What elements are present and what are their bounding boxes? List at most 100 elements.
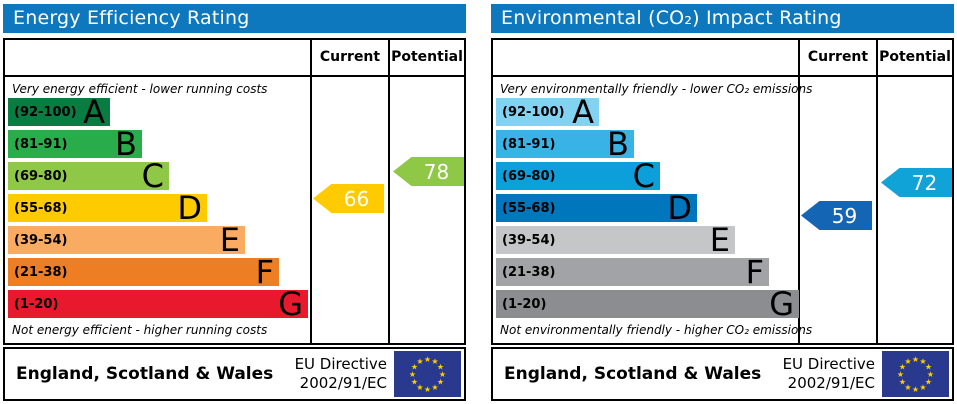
svg-text:★: ★ bbox=[437, 363, 444, 372]
band-letter: A bbox=[572, 93, 594, 131]
svg-text:★: ★ bbox=[411, 378, 418, 387]
band-letter: D bbox=[667, 189, 692, 227]
eu-flag-icon: ★ ★★ ★★★ ★★★ ★★★ bbox=[394, 351, 461, 397]
band-c: (69-80) C bbox=[496, 157, 660, 195]
band-letter: D bbox=[177, 189, 202, 227]
band-range: (21-38) bbox=[502, 264, 556, 280]
band-range: (69-80) bbox=[502, 168, 556, 184]
band-b: (81-91) B bbox=[8, 125, 142, 163]
band-letter: E bbox=[219, 221, 240, 259]
band-letter: F bbox=[745, 253, 764, 291]
svg-text:★: ★ bbox=[899, 363, 906, 372]
band-c: (69-80) C bbox=[8, 157, 169, 195]
region-label: England, Scotland & Wales bbox=[16, 364, 274, 384]
band-d: (55-68) D bbox=[496, 189, 697, 227]
svg-text:★: ★ bbox=[925, 363, 932, 372]
svg-text:★: ★ bbox=[919, 383, 926, 392]
region-label: England, Scotland & Wales bbox=[504, 364, 762, 384]
band-range: (81-91) bbox=[502, 136, 556, 152]
svg-text:★: ★ bbox=[431, 383, 438, 392]
panel-title: Energy Efficiency Rating bbox=[3, 4, 466, 33]
current-column-header: Current bbox=[807, 49, 869, 65]
svg-text:★: ★ bbox=[912, 385, 919, 394]
eu-directive-label: EU Directive 2002/91/EC bbox=[295, 355, 394, 393]
band-b: (81-91) B bbox=[496, 125, 634, 163]
energy-efficiency-panel: Energy Efficiency Rating Current Potenti… bbox=[3, 4, 466, 401]
band-letter: C bbox=[141, 157, 164, 195]
panel-title: Environmental (CO₂) Impact Rating bbox=[491, 4, 954, 33]
svg-text:★: ★ bbox=[912, 355, 919, 364]
band-letter: G bbox=[769, 285, 794, 323]
rating-bands: (92-100) A (81-91) B (69-80) C (55-68) D… bbox=[496, 93, 799, 323]
band-range: (92-100) bbox=[14, 104, 77, 120]
svg-text:★: ★ bbox=[904, 357, 911, 366]
band-range: (92-100) bbox=[502, 104, 565, 120]
potential-rating-arrow: 78 bbox=[393, 157, 464, 186]
column-divider bbox=[388, 40, 390, 343]
band-letter: B bbox=[115, 125, 137, 163]
svg-text:★: ★ bbox=[416, 383, 423, 392]
current-column-header: Current bbox=[319, 49, 381, 65]
eu-directive-label: EU Directive 2002/91/EC bbox=[783, 355, 882, 393]
svg-text:★: ★ bbox=[439, 370, 446, 379]
band-letter: G bbox=[278, 285, 303, 323]
rating-bands: (92-100) A (81-91) B (69-80) C (55-68) D… bbox=[8, 93, 308, 323]
svg-text:★: ★ bbox=[927, 370, 934, 379]
eu-directive-line1: EU Directive bbox=[294, 355, 387, 374]
column-divider bbox=[798, 40, 800, 343]
band-a: (92-100) A bbox=[8, 93, 110, 131]
band-e: (39-54) E bbox=[496, 221, 735, 259]
band-e: (39-54) E bbox=[8, 221, 245, 259]
band-range: (69-80) bbox=[14, 168, 68, 184]
band-g: (1-20) G bbox=[8, 285, 308, 323]
svg-text:★: ★ bbox=[424, 385, 431, 394]
svg-text:★: ★ bbox=[904, 383, 911, 392]
band-range: (21-38) bbox=[14, 264, 68, 280]
rating-table: Current Potential Very environmentally f… bbox=[491, 38, 954, 345]
bottom-caption: Not energy efficient - higher running co… bbox=[12, 323, 268, 337]
panel-footer: England, Scotland & Wales EU Directive 2… bbox=[491, 347, 954, 401]
svg-text:★: ★ bbox=[416, 357, 423, 366]
band-range: (81-91) bbox=[14, 136, 68, 152]
band-f: (21-38) F bbox=[8, 256, 279, 288]
band-letter: B bbox=[607, 125, 629, 163]
svg-text:★: ★ bbox=[919, 357, 926, 366]
band-f: (21-38) F bbox=[496, 253, 769, 291]
co2-impact-panel: Environmental (CO₂) Impact Rating Curren… bbox=[491, 4, 954, 401]
band-letter: C bbox=[632, 157, 655, 195]
eu-directive-line2: 2002/91/EC bbox=[787, 374, 875, 392]
potential-column-header: Potential bbox=[879, 49, 951, 65]
eu-directive-line1: EU Directive bbox=[782, 355, 875, 374]
column-divider bbox=[310, 40, 312, 343]
band-range: (1-20) bbox=[502, 296, 547, 312]
svg-text:★: ★ bbox=[411, 363, 418, 372]
bottom-caption: Not environmentally friendly - higher CO… bbox=[500, 323, 813, 337]
band-letter: A bbox=[83, 93, 105, 131]
table-header-rule bbox=[493, 75, 952, 77]
potential-column-header: Potential bbox=[391, 49, 463, 65]
svg-text:★: ★ bbox=[897, 370, 904, 379]
band-range: (55-68) bbox=[14, 200, 68, 216]
current-rating-arrow: 59 bbox=[801, 201, 872, 230]
svg-text:★: ★ bbox=[899, 378, 906, 387]
panel-footer: England, Scotland & Wales EU Directive 2… bbox=[3, 347, 466, 401]
svg-text:★: ★ bbox=[925, 378, 932, 387]
column-divider bbox=[876, 40, 878, 343]
eu-flag-icon: ★ ★★ ★★★ ★★★ ★★★ bbox=[882, 351, 949, 397]
eu-directive-line2: 2002/91/EC bbox=[299, 374, 387, 392]
svg-text:★: ★ bbox=[437, 378, 444, 387]
svg-text:★: ★ bbox=[431, 357, 438, 366]
band-a: (92-100) A bbox=[496, 93, 599, 131]
svg-text:★: ★ bbox=[424, 355, 431, 364]
band-range: (1-20) bbox=[14, 296, 59, 312]
svg-text:★: ★ bbox=[409, 370, 416, 379]
top-caption: Very environmentally friendly - lower CO… bbox=[500, 82, 813, 96]
band-range: (39-54) bbox=[14, 232, 68, 248]
rating-table: Current Potential Very energy efficient … bbox=[3, 38, 466, 345]
band-d: (55-68) D bbox=[8, 189, 207, 227]
potential-rating-arrow: 72 bbox=[881, 168, 952, 197]
band-g: (1-20) G bbox=[496, 285, 799, 323]
band-range: (55-68) bbox=[502, 200, 556, 216]
band-range: (39-54) bbox=[502, 232, 556, 248]
band-letter: E bbox=[709, 221, 730, 259]
